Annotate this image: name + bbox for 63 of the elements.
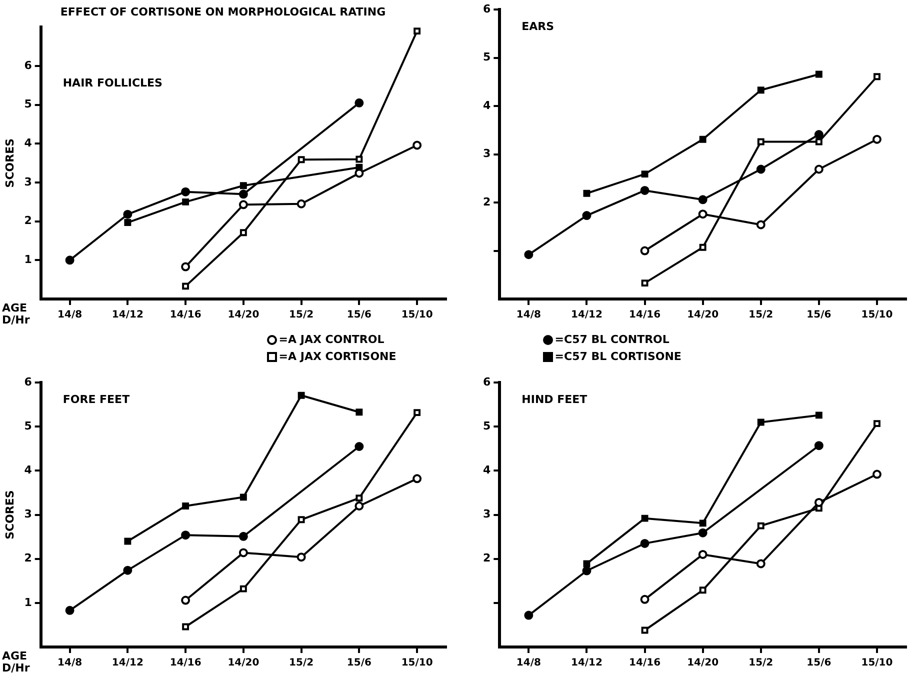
- x-tick-label: 15/6: [806, 310, 832, 321]
- x-tick-label: 14/12: [570, 310, 603, 321]
- x-tick-label: 14/16: [170, 658, 202, 669]
- x-tick-label: 14/8: [516, 310, 541, 321]
- x-axis-title: AGE D/Hr: [2, 649, 30, 673]
- x-tick-label: 14/20: [687, 310, 719, 321]
- x-tick-label: 14/20: [228, 658, 260, 669]
- y-tick-label: 4: [483, 464, 491, 477]
- y-tick-label: 3: [24, 508, 32, 521]
- y-tick-label: 2: [24, 552, 32, 565]
- text: HIND FEET: [522, 392, 588, 406]
- y-tick-label: 6: [24, 375, 32, 388]
- y-tick-label: 5: [483, 420, 491, 433]
- x-tick-label: 14/20: [687, 658, 719, 669]
- x-tick-label: 14/8: [58, 310, 82, 321]
- x-tick-label: 15/10: [401, 658, 433, 669]
- x-tick-label: 14/12: [112, 310, 144, 321]
- x-tick-label: 14/16: [170, 310, 202, 321]
- x-tick-label: 15/10: [861, 310, 893, 321]
- x-tick-label: 15/10: [401, 310, 433, 321]
- y-tick-label: 2: [483, 195, 491, 208]
- y-tick-label: 4: [24, 136, 32, 150]
- y-tick-label: 6: [483, 375, 491, 388]
- x-tick-label: 15/2: [748, 310, 774, 321]
- y-tick-label: 5: [24, 98, 32, 111]
- x-tick-label: 15/6: [346, 310, 372, 321]
- x-tick-label: 14/16: [629, 310, 661, 321]
- x-tick-label: 15/2: [289, 310, 314, 321]
- y-axis-title: SCORES: [3, 490, 16, 540]
- x-tick-label: 15/6: [806, 658, 832, 669]
- y-tick-label: 3: [24, 175, 32, 188]
- y-tick-label: 5: [24, 420, 32, 433]
- x-tick-label: 14/12: [112, 658, 144, 669]
- legend-label: =A JAX CONTROL: [278, 333, 384, 346]
- x-tick-label: 14/20: [228, 310, 260, 321]
- x-tick-label: 15/2: [289, 658, 314, 669]
- y-tick-label: 3: [483, 508, 491, 521]
- x-tick-label: 15/10: [861, 658, 893, 669]
- x-tick-label: 14/16: [629, 658, 661, 669]
- x-axis-title: AGE D/Hr: [2, 301, 30, 326]
- chart-title: EFFECT OF CORTISONE ON MORPHOLOGICAL RATING: [60, 5, 386, 18]
- y-tick-label: 5: [483, 50, 491, 64]
- y-axis-title: SCORES: [3, 138, 16, 188]
- text: FORE FEET: [62, 392, 130, 406]
- x-tick-label: 15/2: [748, 658, 774, 669]
- y-tick-label: 6: [483, 2, 491, 16]
- y-tick-label: 1: [24, 596, 32, 609]
- legend-label: =C57 BL CONTROL: [554, 333, 670, 346]
- y-tick-label: 2: [24, 214, 32, 228]
- y-tick-label: 4: [24, 464, 32, 477]
- y-tick-label: 4: [483, 98, 491, 112]
- x-tick-label: 14/8: [516, 658, 541, 669]
- text: EARS: [522, 20, 554, 33]
- legend-label: =C57 BL CORTISONE: [554, 350, 682, 363]
- x-tick-label: 14/12: [570, 658, 603, 669]
- text: HAIR FOLLICLES: [62, 76, 163, 90]
- y-tick-label: 2: [483, 552, 491, 565]
- legend-label: =A JAX CORTISONE: [278, 350, 396, 363]
- y-tick-label: 3: [483, 147, 491, 160]
- x-tick-label: 14/8: [58, 658, 82, 669]
- x-tick-label: 15/6: [346, 658, 372, 669]
- y-tick-label: 1: [24, 253, 32, 266]
- y-tick-label: 6: [24, 58, 32, 72]
